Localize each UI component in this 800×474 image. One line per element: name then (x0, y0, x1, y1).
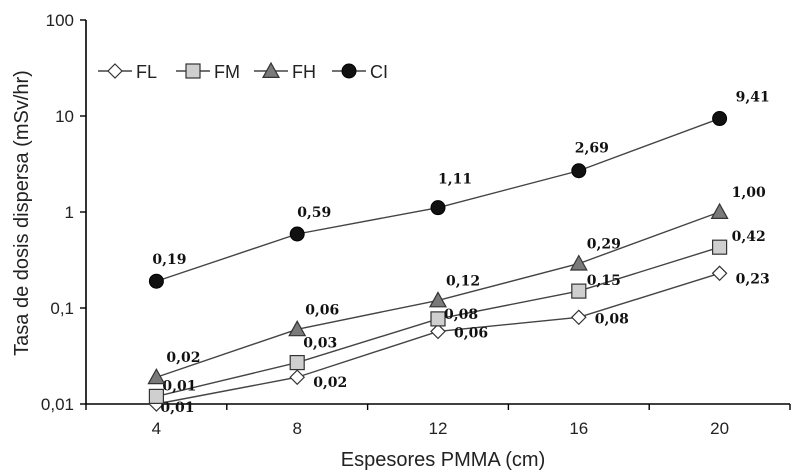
series-fh: 0,02 0,06 0,12 0,29 1,00 (147, 185, 766, 385)
data-point-fl (289, 369, 306, 386)
data-point-fh (710, 202, 729, 219)
legend-marker (185, 63, 201, 79)
data-point-fh (288, 320, 307, 337)
data-label-fm: 0,08 (444, 307, 478, 323)
legend-item-fm: FM (176, 62, 240, 82)
data-point-fm (571, 283, 587, 299)
legend-label: FH (292, 62, 316, 82)
data-point-ci (430, 200, 446, 216)
data-label-ci: 2,69 (575, 141, 609, 157)
legend-marker (107, 63, 123, 79)
legend-label: CI (370, 62, 388, 82)
x-tick-label: 12 (429, 419, 448, 438)
data-label-fm: 0,03 (303, 336, 337, 352)
legend: FL FM FH CI (98, 61, 388, 82)
legend-marker (341, 63, 357, 79)
x-tick-label: 20 (710, 419, 729, 438)
x-tick-label: 4 (152, 419, 161, 438)
data-label-ci: 0,19 (152, 252, 186, 268)
data-label-ci: 1,11 (438, 172, 472, 188)
data-point-fl (430, 323, 446, 340)
data-label-ci: 0,59 (297, 205, 331, 221)
data-label-fh: 1,00 (732, 185, 766, 201)
data-point-fh (428, 291, 448, 308)
data-label-fh: 0,29 (587, 237, 621, 253)
data-label-fm: 0,15 (587, 273, 621, 289)
data-label-fh: 0,02 (166, 350, 200, 366)
series-fm: 0,01 0,03 0,08 0,15 0,42 (148, 229, 766, 404)
x-axis-title: Espesores PMMA (cm) (341, 449, 545, 471)
data-point-ci (712, 111, 728, 127)
series-line-ci (156, 117, 720, 282)
legend-label: FM (214, 62, 240, 82)
series-layer: 0,01 0,02 0,06 0,08 0,23 0,01 0,03 0,08 0,15 0,42… (147, 90, 770, 416)
data-label-fl: 0,01 (160, 400, 194, 416)
data-point-fm (148, 388, 164, 404)
data-label-fl: 0,02 (313, 375, 347, 391)
data-label-fh: 0,12 (446, 273, 480, 289)
legend-item-fl: FL (98, 62, 157, 82)
data-point-fm (289, 354, 305, 371)
data-point-fl (711, 265, 728, 282)
data-point-fm (430, 311, 446, 327)
y-axis-ticks: 0,01 0,1 1 10 100 (41, 11, 86, 414)
data-label-fl: 0,06 (454, 325, 488, 341)
data-point-ci (289, 226, 305, 242)
data-label-fm: 0,42 (732, 229, 766, 245)
y-tick-label: 10 (55, 107, 74, 126)
x-tick-label: 8 (292, 419, 301, 438)
y-tick-label: 0,01 (41, 395, 74, 414)
data-point-ci (571, 163, 587, 179)
data-point-fh (569, 254, 588, 271)
x-tick-label: 16 (569, 419, 588, 438)
series-fl: 0,01 0,02 0,06 0,08 0,23 (148, 265, 770, 416)
legend-item-ci: CI (332, 62, 388, 82)
data-point-fh (147, 368, 166, 385)
data-point-fl (570, 309, 587, 326)
y-tick-label: 0,1 (50, 299, 74, 318)
y-tick-label: 1 (65, 203, 74, 222)
data-label-fl: 0,08 (595, 311, 629, 327)
y-tick-label: 100 (46, 11, 74, 30)
legend-marker (261, 61, 281, 79)
data-label-fm: 0,01 (162, 378, 196, 394)
legend-label: FL (136, 62, 157, 82)
data-label-fh: 0,06 (305, 302, 339, 318)
series-ci: 0,19 0,59 1,11 2,69 9,41 (148, 90, 770, 289)
data-point-ci (148, 273, 164, 289)
y-axis-title: Tasa de dosis dispersa (mSv/hr) (11, 70, 33, 356)
x-axis-ticks: 4 8 12 16 20 (85, 404, 791, 438)
legend-item-fh: FH (254, 61, 316, 82)
data-label-fl: 0,23 (736, 271, 770, 287)
data-label-ci: 9,41 (736, 90, 770, 106)
data-point-fm (711, 239, 728, 255)
